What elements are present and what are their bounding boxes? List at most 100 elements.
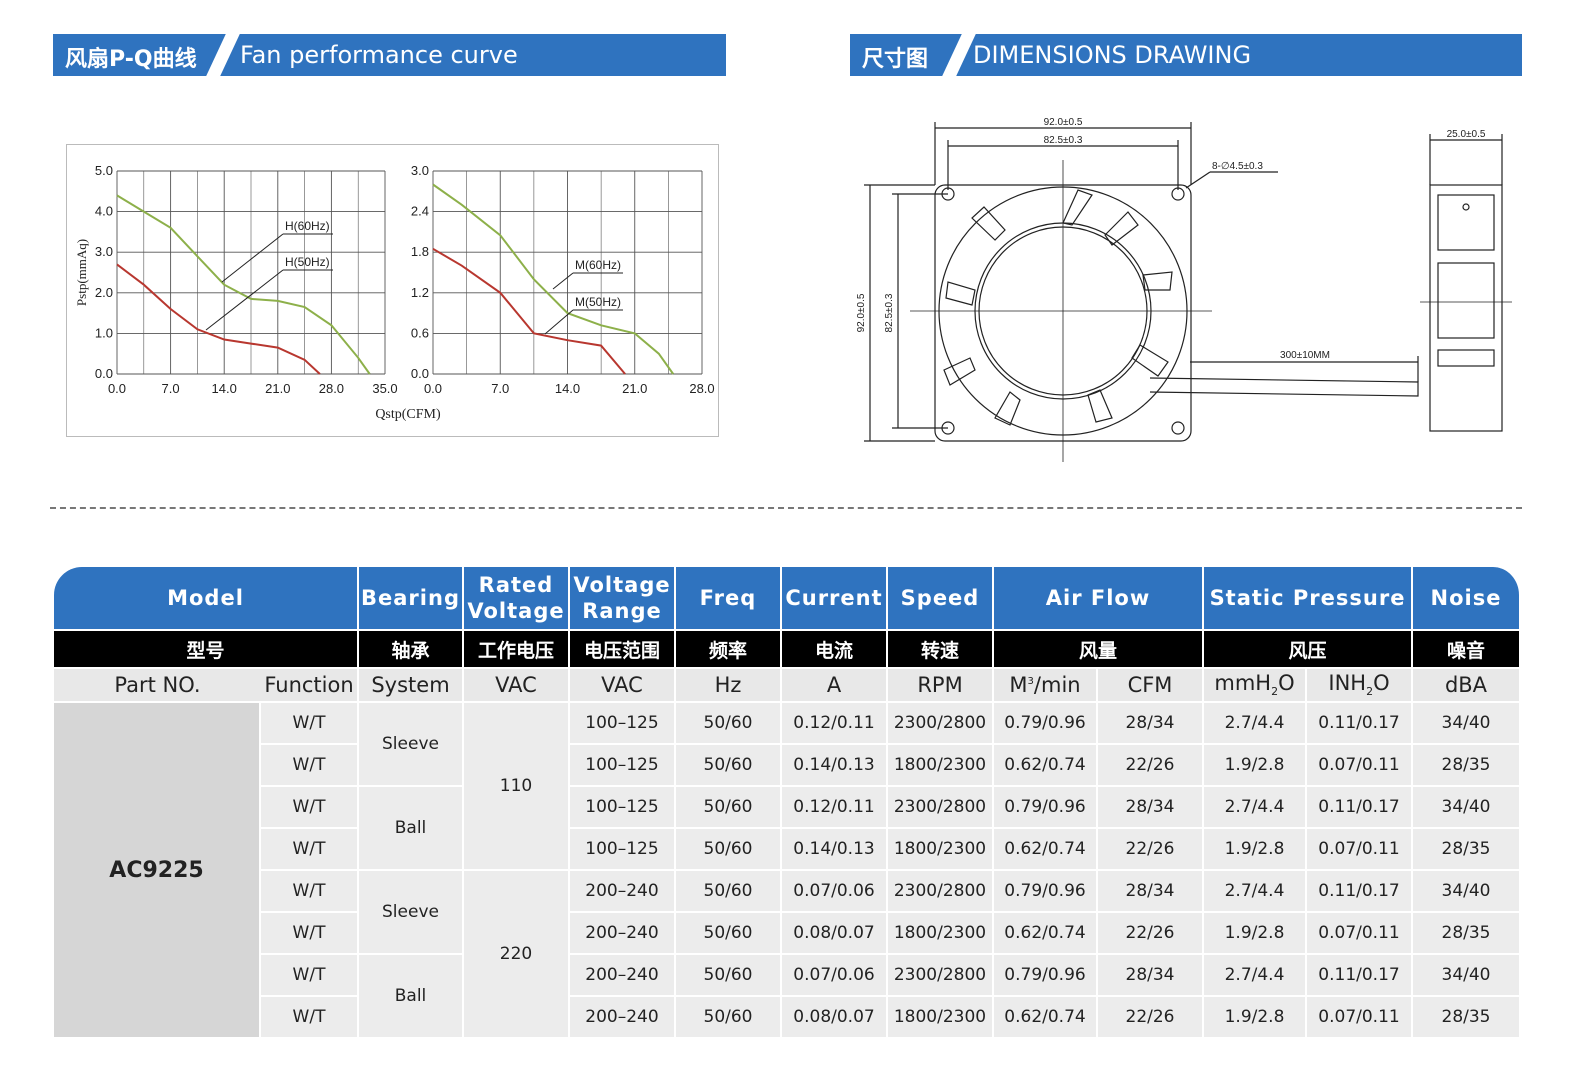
- cfm-cell: 28/34: [1098, 703, 1204, 745]
- lead-wire: [1149, 377, 1419, 397]
- table-row: AC9225 W/T Sleeve 110 100–125 50/60 0.12/0.11 2…: [54, 703, 1521, 1039]
- cn-current: 电流: [782, 631, 888, 669]
- y-tick-label: 1.0: [95, 325, 113, 340]
- noise-cell: 34/40: [1413, 703, 1521, 745]
- y-tick-label: 1.2: [411, 285, 429, 300]
- unit-inh2o: INH2O: [1307, 669, 1413, 703]
- speed-cell: 2300/2800: [888, 787, 994, 829]
- legend-pointer: [221, 233, 284, 283]
- inch-cell: 0.07/0.11: [1307, 913, 1413, 955]
- header-rated-line1: Rated: [478, 573, 554, 597]
- cn-speed: 转速: [888, 631, 994, 669]
- range-cell: 200–240: [570, 871, 676, 913]
- current-cell: 0.12/0.11: [782, 787, 888, 829]
- cn-header-row: 型号 轴承 工作电压 电压范围 频率 电流 转速 风量 风压 噪音: [54, 631, 1521, 669]
- speed-cell: 1800/2300: [888, 913, 994, 955]
- cn-noise: 噪音: [1413, 631, 1521, 669]
- cfm-cell: 28/34: [1098, 787, 1204, 829]
- dimensions-drawing: 92.0±0.5 82.5±0.3 8-∅4.5±0.3 92.0±0.5 82…: [856, 117, 1512, 462]
- mm-cell: 1.9/2.8: [1204, 913, 1307, 955]
- bearing-cell: Ball: [359, 787, 464, 871]
- m3-cell: 0.62/0.74: [994, 913, 1098, 955]
- current-cell: 0.14/0.13: [782, 745, 888, 787]
- function-cell: W/T: [261, 913, 359, 955]
- m3-cell: 0.62/0.74: [994, 745, 1098, 787]
- unit-mm-a: mmH: [1214, 671, 1272, 696]
- current-cell: 0.14/0.13: [782, 829, 888, 871]
- series-line: [116, 263, 321, 375]
- y-tick-label: 2.4: [411, 204, 429, 219]
- table-row: W/T Sleeve 220 200–240 50/60 0.07/0.06 2300/28…: [54, 871, 1521, 1039]
- section-divider: [50, 507, 1522, 509]
- noise-cell: 34/40: [1413, 955, 1521, 997]
- banner-en-title: Fan performance curve: [240, 41, 518, 69]
- unit-cfm: CFM: [1098, 669, 1204, 703]
- y-tick-label: 0.6: [411, 325, 429, 340]
- cfm-cell: 22/26: [1098, 745, 1204, 787]
- noise-cell: 28/35: [1413, 997, 1521, 1039]
- m3-cell: 0.79/0.96: [994, 787, 1098, 829]
- y-tick-label: 1.8: [411, 244, 429, 259]
- x-tick-label: 35.0: [372, 381, 397, 396]
- range-cell: 100–125: [570, 745, 676, 787]
- header-static-pressure: Static Pressure: [1204, 567, 1413, 631]
- y-tick-label: 0.0: [411, 366, 429, 381]
- model-cell: AC9225: [54, 703, 261, 1039]
- y-tick-label: 3.0: [95, 244, 113, 259]
- m3-cell: 0.79/0.96: [994, 703, 1098, 745]
- table-row: W/T 200–240 50/60 0.08/0.07 1800/2300 0.62/0.…: [54, 913, 1521, 955]
- unit-m3-sup: 3: [1027, 676, 1034, 687]
- x-tick-label: 0.0: [424, 381, 442, 396]
- pq-charts: 0.0 7.0 14.0 21.0 28.0 35.0 0.0 1.0 2.0 3.0 4.0 5.0…: [74, 163, 715, 422]
- cn-airflow: 风量: [994, 631, 1204, 669]
- header-row: Model Bearing Rated Voltage Voltage Range …: [54, 567, 1521, 631]
- inch-cell: 0.11/0.17: [1307, 871, 1413, 913]
- banner-cn-title: 尺寸图: [862, 47, 929, 72]
- series-label: M(60Hz): [575, 258, 621, 272]
- unit-amp: A: [782, 669, 888, 703]
- dim-inner-height: 82.5±0.3: [884, 293, 895, 332]
- y-tick-label: 4.0: [95, 204, 113, 219]
- header-current: Current: [782, 567, 888, 631]
- legend-pointer: [544, 309, 574, 335]
- dim-outer-width: 92.0±0.5: [1044, 117, 1083, 128]
- x-tick-label: 28.0: [319, 381, 344, 396]
- x-tick-label: 21.0: [265, 381, 290, 396]
- y-tick-label: 5.0: [95, 163, 113, 178]
- series-line: [432, 247, 626, 375]
- inch-cell: 0.11/0.17: [1307, 955, 1413, 997]
- function-cell: W/T: [261, 829, 359, 871]
- table-row: W/T Ball 100–125 50/60 0.12/0.11 2300/2800 0.7…: [54, 787, 1521, 871]
- pq-chart-panel: [66, 144, 719, 437]
- function-cell: W/T: [261, 703, 359, 745]
- fan-frame-side: [1429, 184, 1503, 432]
- unit-in-a: INH: [1328, 671, 1367, 696]
- units-row: Part NO. Function System VAC VAC Hz A RP…: [54, 669, 1521, 703]
- freq-cell: 50/60: [676, 745, 782, 787]
- series-label: M(50Hz): [575, 295, 621, 309]
- mm-cell: 1.9/2.8: [1204, 745, 1307, 787]
- series-line: [116, 194, 371, 375]
- cn-model: 型号: [54, 631, 359, 669]
- x-tick-label: 28.0: [689, 381, 714, 396]
- range-cell: 100–125: [570, 703, 676, 745]
- legend-pointer: [205, 269, 284, 331]
- current-cell: 0.07/0.06: [782, 871, 888, 913]
- mm-cell: 1.9/2.8: [1204, 997, 1307, 1039]
- bearing-cell: Sleeve: [359, 703, 464, 787]
- unit-in-b: O: [1373, 671, 1390, 696]
- cfm-cell: 28/34: [1098, 871, 1204, 913]
- cn-freq: 频率: [676, 631, 782, 669]
- inch-cell: 0.11/0.17: [1307, 703, 1413, 745]
- rated-voltage-cell: 110: [464, 703, 570, 871]
- banner-en-title: DIMENSIONS DRAWING: [973, 41, 1252, 69]
- mount-hole: [1171, 421, 1185, 435]
- cn-static: 风压: [1204, 631, 1413, 669]
- current-cell: 0.07/0.06: [782, 955, 888, 997]
- unit-vac-range: VAC: [570, 669, 676, 703]
- dim-outer-height: 92.0±0.5: [856, 293, 867, 332]
- x-tick-label: 21.0: [622, 381, 647, 396]
- table-row: W/T 200–240 50/60 0.08/0.07 1800/2300 0.62/0.…: [54, 997, 1521, 1039]
- mm-cell: 2.7/4.4: [1204, 787, 1307, 829]
- range-cell: 200–240: [570, 913, 676, 955]
